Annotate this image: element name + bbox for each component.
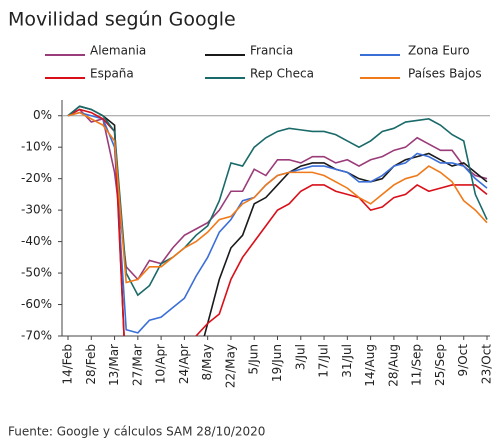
x-tick-label: 14/Feb xyxy=(61,344,75,385)
x-tick-label: 28/Aug xyxy=(386,344,400,387)
legend-label: Países Bajos xyxy=(408,67,482,81)
x-tick-label: 9/Oct xyxy=(456,344,470,377)
y-tick-label: -60% xyxy=(21,297,52,311)
x-tick-label: 14/Aug xyxy=(363,344,377,387)
x-tick-label: 31/Jul xyxy=(340,344,354,378)
x-tick-label: 11/Sep xyxy=(410,344,424,386)
x-tick-label: 28/Feb xyxy=(84,344,98,385)
x-tick-label: 24/Apr xyxy=(177,344,191,384)
x-tick-label: 3/Jul xyxy=(293,344,307,370)
legend-label: Alemania xyxy=(90,44,146,58)
legend-label: Rep Checa xyxy=(250,67,314,81)
y-tick-label: -70% xyxy=(21,329,52,343)
series-line xyxy=(67,108,488,336)
x-tick-label: 23/Oct xyxy=(480,344,494,384)
x-tick-label: 22/May xyxy=(223,344,237,388)
y-tick-label: -30% xyxy=(21,203,52,217)
legend-label: Zona Euro xyxy=(408,44,470,58)
x-tick-label: 19/Jun xyxy=(270,344,284,382)
x-tick-label: 13/Mar xyxy=(107,344,121,386)
series-line xyxy=(67,105,488,297)
legend-label: España xyxy=(90,67,134,81)
x-tick-label: 25/Sep xyxy=(433,344,447,386)
series-line xyxy=(67,111,488,334)
series-line xyxy=(67,111,488,284)
x-tick-label: 17/Jul xyxy=(317,344,331,378)
y-tick-label: -40% xyxy=(21,234,52,248)
y-tick-label: -10% xyxy=(21,140,52,154)
series-line xyxy=(67,105,488,336)
source: Fuente: Google y cálculos SAM 28/10/2020 xyxy=(8,425,265,439)
chart-title: Movilidad según Google xyxy=(8,9,236,31)
y-tick-label: -20% xyxy=(21,171,52,185)
x-tick-label: 27/Mar xyxy=(130,344,144,386)
x-tick-label: 10/Apr xyxy=(154,344,168,384)
legend-label: Francia xyxy=(250,44,293,58)
y-tick-label: -50% xyxy=(21,266,52,280)
series-line xyxy=(67,108,488,281)
y-tick-label: 0% xyxy=(33,108,52,122)
x-tick-label: 8/May xyxy=(200,344,214,381)
x-tick-label: 5/Jun xyxy=(247,344,261,374)
